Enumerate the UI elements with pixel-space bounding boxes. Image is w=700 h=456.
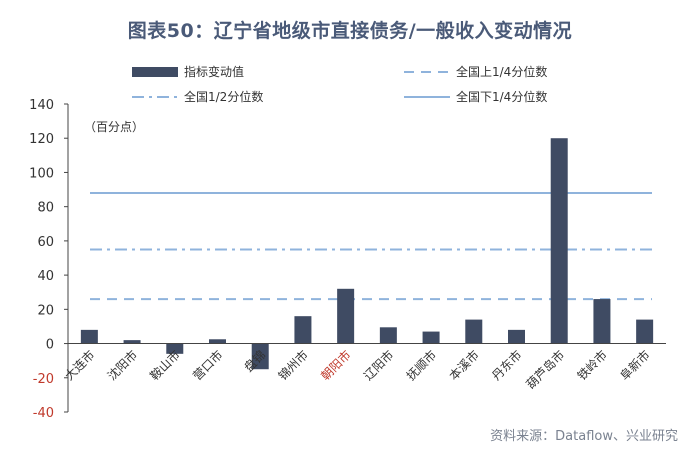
chart-title: 图表50：辽宁省地级市直接债务/一般收入变动情况	[127, 20, 573, 42]
x-tick-label: 营口市	[190, 347, 226, 383]
y-tick-label: 140	[29, 98, 54, 113]
x-tick-label: 阜新市	[617, 347, 653, 383]
y-tick-label: 20	[37, 303, 54, 318]
y-tick-label: -20	[33, 372, 54, 387]
bar	[80, 329, 98, 344]
x-tick-label: 锦州市	[275, 347, 311, 383]
bar	[251, 343, 269, 370]
x-tick-label: 本溪市	[446, 347, 482, 383]
bar	[465, 319, 483, 344]
bar	[593, 299, 611, 344]
legend-label: 全国下1/4分位数	[456, 89, 547, 104]
bar	[550, 138, 568, 344]
bar	[636, 319, 654, 344]
x-axis: 大连市 沈阳市 鞍山市 营口市 盘锦 锦州市 朝阳市 辽阳市 抚顺市 本溪市 丹东市葫芦岛市 铁岭市阜…	[61, 347, 652, 392]
bar	[422, 331, 440, 344]
y-tick-label: 40	[37, 269, 54, 284]
unit-label: （百分点）	[84, 120, 144, 134]
x-tick-label: 抚顺市	[403, 347, 439, 383]
y-tick-label: 100	[29, 166, 54, 181]
x-tick-label: 铁岭市	[574, 347, 610, 383]
bar	[209, 339, 226, 344]
bar	[337, 288, 355, 344]
y-tick-label: 60	[37, 235, 54, 250]
legend-label: 全国上1/4分位数	[456, 64, 547, 79]
legend-label: 全国1/2分位数	[184, 89, 263, 104]
x-tick-label: 鞍山市	[147, 347, 183, 383]
source-note: 资料来源：Dataflow、兴业研究	[490, 429, 678, 444]
y-tick-label: -40	[33, 406, 54, 421]
bars	[80, 138, 654, 370]
y-tick-label: 80	[37, 201, 54, 216]
x-tick-label: 朝阳市	[318, 347, 354, 383]
x-tick-label: 沈阳市	[104, 347, 140, 383]
bar	[379, 327, 397, 344]
legend-swatch	[132, 67, 178, 77]
x-tick-label: 辽阳市	[360, 347, 396, 383]
x-tick-label: 葫芦岛市	[523, 347, 568, 392]
bar	[508, 329, 525, 344]
y-tick-label: 120	[29, 132, 54, 147]
bar	[294, 316, 312, 344]
x-tick-label: 大连市	[61, 347, 97, 383]
y-tick-label: 0	[46, 338, 54, 353]
x-tick-label: 丹东市	[489, 347, 525, 383]
bar	[123, 340, 141, 344]
y-axis: 140 120 100 80 60 40 20 0 -20 -40	[29, 98, 666, 421]
bar	[166, 343, 184, 354]
legend-label: 指标变动值	[184, 64, 244, 79]
